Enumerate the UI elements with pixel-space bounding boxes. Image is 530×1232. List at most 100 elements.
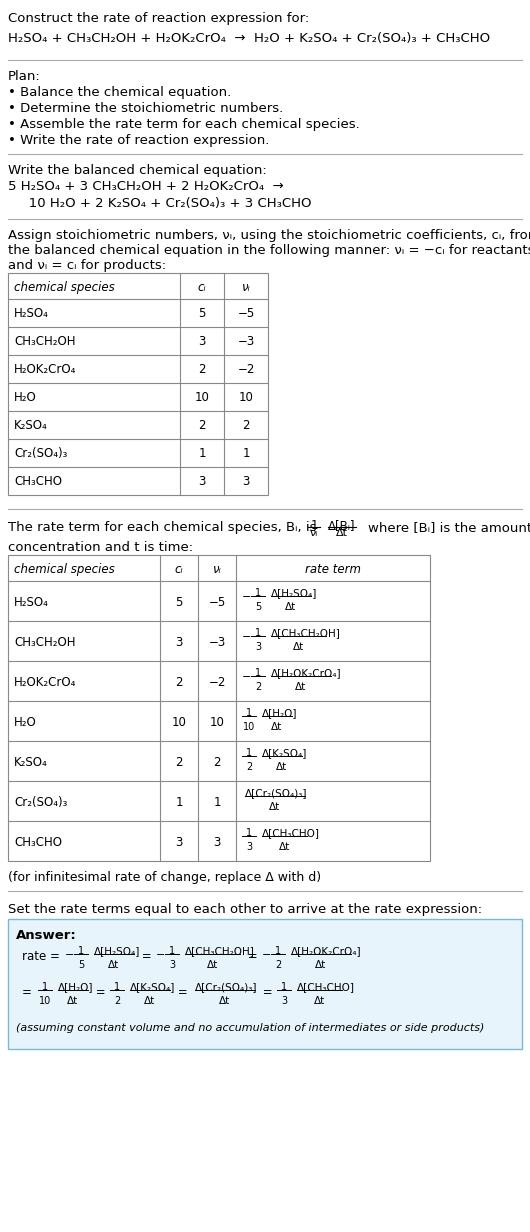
Text: =: = (174, 986, 191, 999)
Text: Δ[H₂O]: Δ[H₂O] (58, 982, 93, 992)
Text: =: = (259, 986, 276, 999)
Text: −: − (262, 950, 271, 960)
Text: CH₃CH₂OH: CH₃CH₂OH (14, 335, 75, 347)
Text: 10: 10 (195, 391, 209, 404)
Text: CH₃CHO: CH₃CHO (14, 837, 62, 849)
Text: 1: 1 (213, 796, 221, 809)
Text: 2: 2 (114, 995, 120, 1007)
Text: Δt: Δt (285, 602, 297, 612)
Text: • Assemble the rate term for each chemical species.: • Assemble the rate term for each chemic… (8, 118, 360, 131)
Text: Δ[H₂SO₄]: Δ[H₂SO₄] (271, 588, 317, 598)
Text: Plan:: Plan: (8, 70, 41, 83)
Text: The rate term for each chemical species, Bᵢ, is: The rate term for each chemical species,… (8, 521, 316, 533)
Text: Set the rate terms equal to each other to arrive at the rate expression:: Set the rate terms equal to each other t… (8, 903, 482, 917)
Text: 10: 10 (39, 995, 51, 1007)
Text: 10 H₂O + 2 K₂SO₄ + Cr₂(SO₄)₃ + 3 CH₃CHO: 10 H₂O + 2 K₂SO₄ + Cr₂(SO₄)₃ + 3 CH₃CHO (16, 197, 312, 209)
Text: Δt: Δt (144, 995, 156, 1007)
Text: −5: −5 (237, 307, 254, 320)
Text: the balanced chemical equation in the following manner: νᵢ = −cᵢ for reactants: the balanced chemical equation in the fo… (8, 244, 530, 257)
Text: νᵢ: νᵢ (310, 529, 318, 538)
Text: 2: 2 (198, 363, 206, 376)
Text: cᵢ: cᵢ (175, 563, 183, 577)
Text: Cr₂(SO₄)₃: Cr₂(SO₄)₃ (14, 796, 67, 809)
Text: −: − (156, 950, 165, 960)
Text: 1: 1 (175, 796, 183, 809)
Text: Cr₂(SO₄)₃: Cr₂(SO₄)₃ (14, 447, 67, 460)
Text: and νᵢ = cᵢ for products:: and νᵢ = cᵢ for products: (8, 259, 166, 272)
Text: 1: 1 (42, 982, 48, 992)
Text: −: − (65, 950, 74, 960)
Text: 1: 1 (275, 946, 281, 956)
Text: 3: 3 (175, 636, 183, 649)
Text: 3: 3 (246, 841, 252, 853)
Text: 3: 3 (213, 837, 220, 849)
Text: 3: 3 (242, 476, 250, 488)
Text: 1: 1 (246, 708, 252, 718)
Text: νᵢ: νᵢ (242, 281, 250, 294)
Text: Δt: Δt (269, 802, 280, 812)
Text: H₂SO₄ + CH₃CH₂OH + H₂OK₂CrO₄  →  H₂O + K₂SO₄ + Cr₂(SO₄)₃ + CH₃CHO: H₂SO₄ + CH₃CH₂OH + H₂OK₂CrO₄ → H₂O + K₂S… (8, 32, 490, 46)
Text: 10: 10 (172, 716, 187, 729)
Text: 2: 2 (175, 756, 183, 769)
Text: 2: 2 (275, 960, 281, 970)
Text: 1: 1 (246, 828, 252, 838)
Bar (8, 274, 268, 495)
Text: Δt: Δt (271, 722, 282, 732)
Text: H₂OK₂CrO₄: H₂OK₂CrO₄ (14, 363, 76, 376)
Text: Δt: Δt (279, 841, 290, 853)
Text: (assuming constant volume and no accumulation of intermediates or side products): (assuming constant volume and no accumul… (16, 1023, 484, 1032)
Text: Δ[K₂SO₄]: Δ[K₂SO₄] (262, 748, 307, 758)
Text: 5: 5 (78, 960, 84, 970)
Text: where [Bᵢ] is the amount: where [Bᵢ] is the amount (368, 521, 530, 533)
Text: 1: 1 (242, 447, 250, 460)
Text: 1: 1 (246, 748, 252, 758)
Text: Construct the rate of reaction expression for:: Construct the rate of reaction expressio… (8, 12, 309, 25)
Text: H₂O: H₂O (14, 716, 37, 729)
Text: Answer:: Answer: (16, 929, 77, 942)
Text: Δt: Δt (293, 642, 304, 652)
Text: Δ[H₂OK₂CrO₄]: Δ[H₂OK₂CrO₄] (271, 668, 342, 678)
Text: Δt: Δt (67, 995, 78, 1007)
Text: −2: −2 (237, 363, 255, 376)
Text: 1: 1 (169, 946, 175, 956)
Text: −3: −3 (237, 335, 254, 347)
Text: 1: 1 (78, 946, 84, 956)
Text: 3: 3 (198, 335, 206, 347)
Text: 3: 3 (169, 960, 175, 970)
Text: Δt: Δt (108, 960, 120, 970)
Text: 10: 10 (238, 391, 253, 404)
Text: 2: 2 (255, 683, 261, 692)
Text: Δt: Δt (315, 960, 326, 970)
Text: H₂SO₄: H₂SO₄ (14, 596, 49, 609)
Text: 1: 1 (114, 982, 120, 992)
Bar (8, 919, 522, 1048)
Text: 1: 1 (255, 628, 261, 638)
Text: −: − (242, 671, 251, 683)
Text: cᵢ: cᵢ (198, 281, 206, 294)
Text: chemical species: chemical species (14, 281, 115, 294)
Text: rate =: rate = (22, 950, 64, 963)
Text: Δ[CH₃CH₂OH]: Δ[CH₃CH₂OH] (271, 628, 341, 638)
Text: H₂O: H₂O (14, 391, 37, 404)
Text: Δt: Δt (219, 995, 231, 1007)
Text: Δ[K₂SO₄]: Δ[K₂SO₄] (130, 982, 175, 992)
Text: 3: 3 (198, 476, 206, 488)
Text: 3: 3 (281, 995, 287, 1007)
Text: • Write the rate of reaction expression.: • Write the rate of reaction expression. (8, 134, 269, 147)
Text: −2: −2 (208, 676, 226, 689)
Text: −: − (242, 593, 251, 602)
Text: K₂SO₄: K₂SO₄ (14, 419, 48, 432)
Text: rate term: rate term (305, 563, 361, 577)
Text: Δ[H₂OK₂CrO₄]: Δ[H₂OK₂CrO₄] (291, 946, 361, 956)
Text: 3: 3 (175, 837, 183, 849)
Text: Δ[CH₃CHO]: Δ[CH₃CHO] (297, 982, 355, 992)
Text: 2: 2 (242, 419, 250, 432)
Text: CH₃CHO: CH₃CHO (14, 476, 62, 488)
Text: Δ[Cr₂(SO₄)₃]: Δ[Cr₂(SO₄)₃] (245, 788, 307, 798)
Text: 5 H₂SO₄ + 3 CH₃CH₂OH + 2 H₂OK₂CrO₄  →: 5 H₂SO₄ + 3 CH₃CH₂OH + 2 H₂OK₂CrO₄ → (8, 180, 284, 193)
Text: 2: 2 (175, 676, 183, 689)
Text: concentration and t is time:: concentration and t is time: (8, 541, 193, 554)
Text: 10: 10 (243, 722, 255, 732)
Text: H₂OK₂CrO₄: H₂OK₂CrO₄ (14, 676, 76, 689)
Text: Δ[Cr₂(SO₄)₃]: Δ[Cr₂(SO₄)₃] (195, 982, 258, 992)
